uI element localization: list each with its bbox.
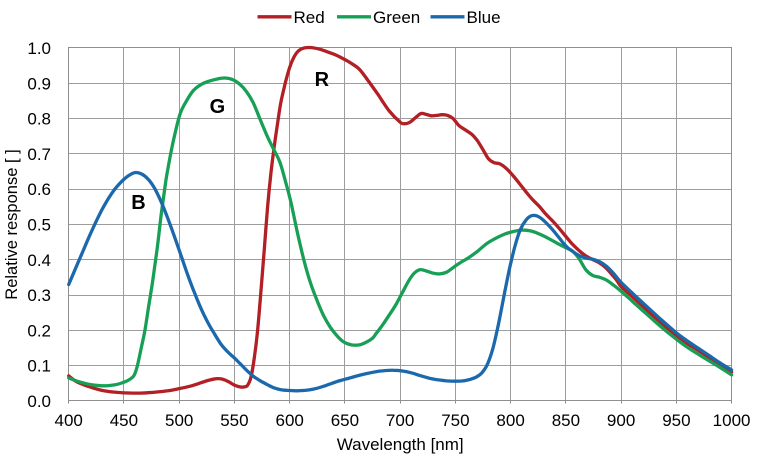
svg-text:Green: Green [373, 8, 420, 27]
svg-text:0.7: 0.7 [27, 145, 51, 164]
svg-text:Blue: Blue [467, 8, 501, 27]
svg-text:700: 700 [386, 411, 414, 430]
svg-text:0.1: 0.1 [27, 357, 51, 376]
svg-text:750: 750 [441, 411, 469, 430]
svg-text:Red: Red [294, 8, 325, 27]
svg-text:1.0: 1.0 [27, 39, 51, 58]
svg-text:500: 500 [165, 411, 193, 430]
svg-text:950: 950 [662, 411, 690, 430]
svg-text:0.8: 0.8 [27, 110, 51, 129]
svg-text:Relative response [ ]: Relative response [ ] [3, 149, 21, 299]
svg-text:R: R [315, 69, 330, 91]
svg-text:450: 450 [110, 411, 138, 430]
svg-text:0.3: 0.3 [27, 286, 51, 305]
svg-text:0.6: 0.6 [27, 180, 51, 199]
svg-text:800: 800 [496, 411, 524, 430]
svg-text:550: 550 [220, 411, 248, 430]
svg-text:850: 850 [552, 411, 580, 430]
svg-text:0.5: 0.5 [27, 216, 51, 235]
svg-text:0.4: 0.4 [27, 251, 51, 270]
svg-text:400: 400 [55, 411, 83, 430]
svg-text:0.9: 0.9 [27, 74, 51, 93]
svg-text:900: 900 [607, 411, 635, 430]
svg-text:0.0: 0.0 [27, 392, 51, 411]
svg-text:650: 650 [331, 411, 359, 430]
svg-text:0.2: 0.2 [27, 321, 51, 340]
svg-text:B: B [131, 192, 145, 214]
svg-text:600: 600 [276, 411, 304, 430]
svg-text:1000: 1000 [713, 411, 751, 430]
svg-text:G: G [210, 96, 226, 118]
svg-text:Wavelength [nm]: Wavelength [nm] [337, 435, 464, 454]
